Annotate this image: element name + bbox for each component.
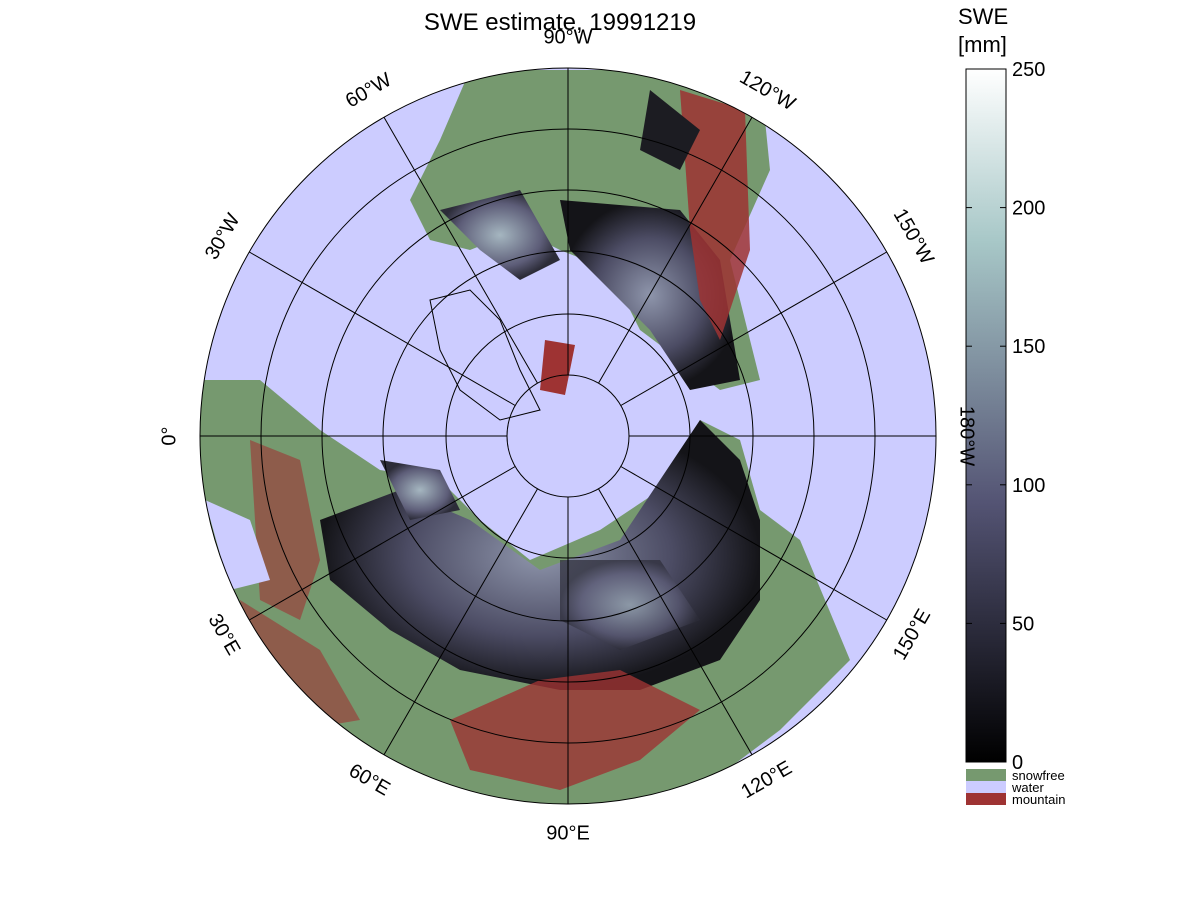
- graticule: [199, 67, 937, 805]
- longitude-label: 120°E: [737, 757, 795, 803]
- meridian: [383, 117, 538, 384]
- legend-label: mountain: [1012, 792, 1065, 807]
- longitude-label: 150°W: [889, 205, 938, 268]
- longitude-label: 150°E: [889, 605, 935, 663]
- colorbar-tick-label: 150: [1012, 336, 1045, 358]
- colorbar-tick-label: 200: [1012, 198, 1045, 220]
- meridian: [249, 466, 516, 621]
- longitude-label: 0°: [158, 426, 180, 445]
- longitude-label: 60°W: [342, 69, 396, 113]
- colorbar-tick-label: 250: [1012, 59, 1045, 81]
- meridian: [620, 251, 887, 406]
- meridian: [598, 117, 753, 384]
- chart-title: SWE estimate, 19991219: [424, 9, 696, 36]
- meridian: [620, 466, 887, 621]
- colorbar-label: SWE: [958, 4, 1008, 29]
- meridian: [598, 488, 753, 755]
- legend-swatch: [966, 781, 1006, 793]
- colorbar-label: [mm]: [958, 32, 1007, 57]
- longitude-label: 30°E: [204, 610, 245, 659]
- longitude-label: 180°W: [956, 406, 978, 466]
- longitude-label: 30°W: [201, 210, 245, 264]
- legend-label: water: [1011, 780, 1044, 795]
- colorbar-tick-label: 50: [1012, 613, 1034, 635]
- legend-label: snowfree: [1012, 768, 1065, 783]
- meridian: [249, 251, 516, 406]
- legend-swatch: [966, 769, 1006, 781]
- map: [199, 67, 937, 805]
- longitude-label: 120°W: [736, 66, 799, 115]
- colorbar: [965, 68, 1007, 763]
- meridian: [383, 488, 538, 755]
- longitude-label: 90°W: [543, 26, 592, 48]
- longitude-label: 90°E: [546, 822, 590, 844]
- colorbar-tick-label: 100: [1012, 475, 1045, 497]
- legend-swatch: [966, 793, 1006, 805]
- colorbar-tick-label: 0: [1012, 752, 1023, 774]
- longitude-label: 60°E: [345, 760, 394, 801]
